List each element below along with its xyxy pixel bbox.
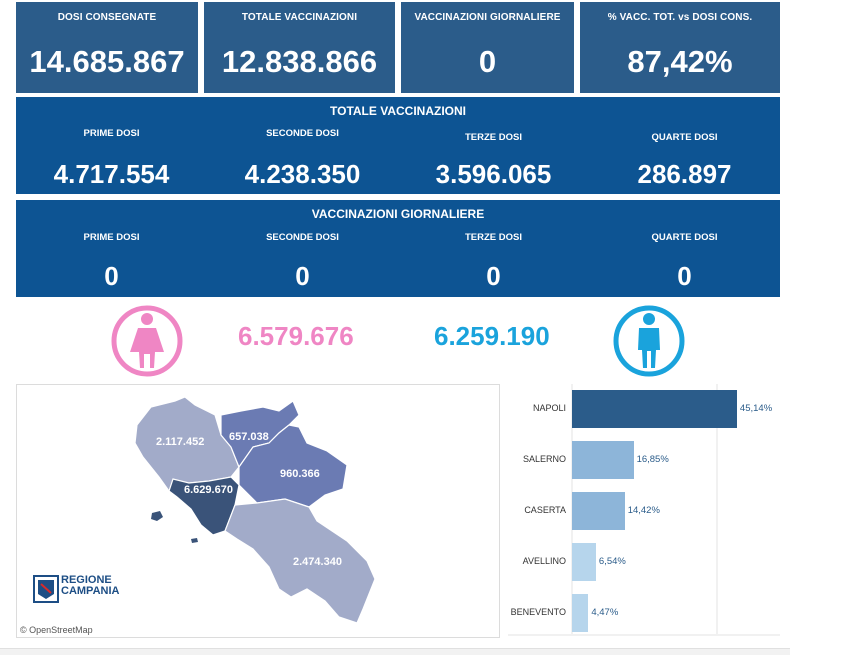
kpi-percentuale-vaccinazioni: % VACC. TOT. vs DOSI CONS. 87,42% [580, 2, 780, 93]
kpi-value: 87,42% [627, 44, 733, 79]
terze-dosi-value: 0 [486, 261, 501, 291]
kpi-vaccinazioni-giornaliere: VACCINAZIONI GIORNALIERE 0 [401, 2, 574, 93]
terze-dosi-label: TERZE DOSI [464, 132, 522, 143]
bar-value-label: 6,54% [598, 556, 626, 567]
kpi-dosi-consegnate: DOSI CONSEGNATE 14.685.867 [16, 2, 198, 93]
map-region-salerno[interactable] [224, 498, 376, 624]
seconde-dosi-label: SECONDE DOSI [266, 232, 339, 243]
map-value-napoli: 6.629.670 [184, 484, 233, 496]
prime-dosi-label: PRIME DOSI [83, 128, 140, 139]
bar-salerno[interactable] [572, 441, 634, 479]
kpi-label: VACCINAZIONI GIORNALIERE [414, 12, 561, 23]
quarte-dosi-label: QUARTE DOSI [651, 132, 718, 143]
logo-line-2: CAMPANIA [61, 585, 120, 597]
kpi-totale-vaccinazioni: TOTALE VACCINAZIONI 12.838.866 [204, 2, 395, 93]
logo-line-1: REGIONE [61, 574, 112, 586]
quarte-dosi-value: 0 [677, 261, 692, 291]
bar-avellino[interactable] [572, 543, 596, 581]
bar-category-label: NAPOLI [532, 403, 566, 413]
bottom-toolbar [0, 648, 790, 655]
vaccinazioni-giornaliere-panel: VACCINAZIONI GIORNALIERE PRIME DOSI 0 SE… [16, 200, 780, 297]
panel-title: TOTALE VACCINAZIONI [330, 104, 466, 118]
kpi-label: % VACC. TOT. vs DOSI CONS. [607, 12, 753, 23]
bar-value-label: 16,85% [636, 454, 669, 465]
province-share-bar-chart: NAPOLI 45,14% SALERNO 16,85% CASERTA 14,42% AV… [508, 384, 780, 640]
totale-vaccinazioni-panel: TOTALE VACCINAZIONI PRIME DOSI 4.717.554… [16, 97, 780, 194]
map-value-salerno: 2.474.340 [293, 556, 342, 568]
bar-category-label: BENEVENTO [510, 607, 566, 617]
female-icon [110, 304, 184, 378]
bar-caserta[interactable] [572, 492, 625, 530]
map-value-benevento: 657.038 [229, 431, 269, 443]
bar-value-label: 14,42% [627, 505, 660, 516]
campania-map[interactable]: 2.117.452 657.038 960.366 6.629.670 2.47… [16, 384, 500, 638]
map-island-capri [191, 538, 198, 543]
kpi-value: 12.838.866 [221, 44, 378, 79]
male-icon [612, 304, 686, 378]
bar-category-label: CASERTA [524, 505, 566, 515]
male-vaccinated-value: 6.259.190 [434, 321, 550, 351]
bar-value-label: 4,47% [591, 607, 619, 618]
map-value-caserta: 2.117.452 [156, 436, 205, 448]
quarte-dosi-value: 286.897 [637, 159, 732, 189]
kpi-value: 14.685.867 [29, 44, 185, 79]
map-island-ischia [151, 511, 163, 521]
panel-title: VACCINAZIONI GIORNALIERE [311, 207, 485, 221]
kpi-label: DOSI CONSEGNATE [57, 12, 157, 23]
prime-dosi-value: 4.717.554 [53, 159, 170, 189]
seconde-dosi-value: 4.238.350 [244, 159, 361, 189]
kpi-value: 0 [478, 44, 497, 79]
bar-napoli[interactable] [572, 390, 737, 428]
prime-dosi-label: PRIME DOSI [83, 232, 140, 243]
prime-dosi-value: 0 [104, 261, 119, 291]
terze-dosi-label: TERZE DOSI [464, 232, 522, 243]
bar-category-label: AVELLINO [522, 556, 566, 566]
quarte-dosi-label: QUARTE DOSI [651, 232, 718, 243]
seconde-dosi-label: SECONDE DOSI [266, 128, 339, 139]
bar-category-label: SALERNO [522, 454, 566, 464]
map-region-avellino[interactable] [238, 424, 348, 508]
seconde-dosi-value: 0 [295, 261, 310, 291]
map-value-avellino: 960.366 [280, 468, 320, 480]
female-vaccinated-value: 6.579.676 [238, 321, 354, 351]
logo-text: REGIONE CAMPANIA [61, 575, 119, 597]
osm-attribution[interactable]: © OpenStreetMap [20, 625, 93, 635]
bar-value-label: 45,14% [739, 403, 773, 414]
bar-benevento[interactable] [572, 594, 589, 632]
terze-dosi-value: 3.596.065 [435, 159, 552, 189]
kpi-label: TOTALE VACCINAZIONI [241, 12, 358, 23]
